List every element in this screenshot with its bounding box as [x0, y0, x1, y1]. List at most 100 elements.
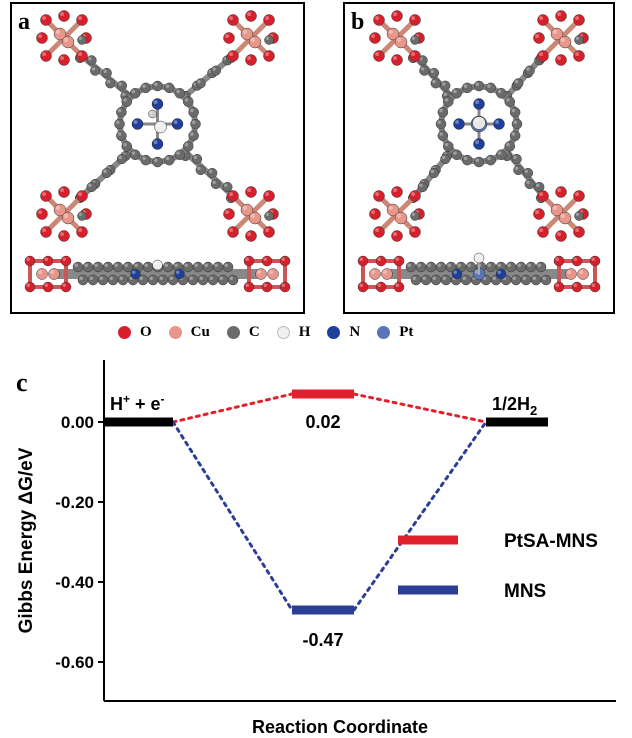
oxygen-atom [393, 255, 405, 267]
carbon-atom-shine [524, 169, 528, 174]
carbon-atom-shine [420, 67, 425, 71]
oxygen-atom [58, 54, 70, 66]
carbon-atom-shine [219, 276, 223, 280]
carbon-atom-shine [212, 67, 216, 71]
oxygen-atom-shine [281, 283, 285, 287]
legend-item-cu: Cu [168, 324, 210, 341]
carbon-atom [116, 153, 127, 165]
carbon-atom [188, 130, 199, 141]
oxygen-atom-shine [44, 257, 48, 261]
hydrogen-atom [152, 259, 163, 271]
oxygen-atom-shine [78, 228, 82, 232]
oxygen-atom-shine [229, 192, 233, 196]
copper-atom [61, 211, 75, 225]
copper-atom-shine [552, 205, 557, 210]
legend-item-h: H [276, 324, 310, 341]
carbon-atom-shine [139, 276, 143, 280]
carbon-atom-shine [123, 142, 127, 147]
level-value-label: -0.47 [302, 630, 343, 650]
carbon-atom [264, 35, 274, 45]
carbon-atom [504, 141, 515, 152]
carbon-atom-shine [542, 276, 546, 280]
oxygen-atom [36, 208, 48, 220]
side-view-strip [24, 255, 291, 293]
copper-atom-shine [396, 213, 401, 218]
copper-atom-shine [50, 270, 54, 275]
carbon-atom-shine [506, 142, 510, 147]
carbon-atom [116, 130, 127, 141]
oxygen-atom [245, 186, 257, 198]
carbon-atom-shine [443, 92, 447, 96]
oxygen-atom-shine [377, 257, 381, 261]
oxygen-atom [261, 255, 273, 267]
carbon-atom-shine [537, 263, 541, 267]
nitrogen-atom-shine [153, 100, 158, 104]
oxygen-atom-shine [375, 52, 379, 56]
oxygen-atom-shine [411, 228, 415, 232]
carbon-atom [182, 96, 194, 107]
copper-atom-shine [579, 270, 583, 275]
nitrogen-atom [473, 98, 485, 110]
nitrogen-atom-shine [176, 270, 180, 274]
copper-atom-shine [567, 270, 571, 275]
carbon-atom [210, 178, 221, 190]
carbon-atom-shine [165, 156, 170, 161]
carbon-atom [121, 141, 133, 152]
oxygen-atom [263, 226, 275, 238]
carbon-atom-shine [437, 120, 441, 124]
oxygen-atom-shine [539, 52, 543, 56]
oxygen-atom [357, 281, 369, 293]
copper-atom-shine [560, 213, 565, 218]
oxygen-atom [571, 255, 583, 267]
oxygen-atom [227, 190, 239, 202]
oxygen-atom-shine [575, 228, 579, 232]
copper-atom [61, 35, 75, 49]
hydrogen-atom-shine [156, 122, 161, 127]
oxygen-atom [227, 50, 239, 62]
carbon-atom-shine [118, 82, 122, 86]
cu-paddlewheel [36, 186, 92, 242]
carbon-atom-shine [189, 276, 193, 280]
copper-atom [565, 268, 577, 280]
oxygen-atom [245, 10, 257, 22]
oxygen-atom [245, 230, 257, 242]
panel-b-letter: b [351, 9, 365, 35]
porphyrin-core [435, 80, 523, 168]
legend-item-c: C [226, 324, 260, 341]
nitrogen-atom-shine [495, 120, 499, 124]
carbon-atom-shine [447, 263, 451, 267]
panel-c-letter: c [16, 368, 28, 397]
cu-paddlewheel [369, 10, 425, 66]
atom-pt-swatch [377, 325, 391, 339]
copper-atom [394, 211, 408, 225]
copper-atom-shine [55, 29, 61, 34]
oxygen-atom-shine [263, 257, 267, 261]
oxygen-atom [227, 226, 239, 238]
oxygen-atom-shine [245, 257, 249, 261]
carbon-atom [90, 65, 101, 76]
carbon-atom-shine [116, 120, 120, 124]
molecule-b-svg [357, 10, 601, 293]
carbon-atom-shine [134, 263, 138, 267]
oxygen-atom-shine [393, 188, 397, 192]
copper-atom-shine [242, 205, 247, 210]
oxygen-atom [58, 10, 70, 22]
copper-atom [255, 268, 267, 280]
carbon-atom-shine [104, 263, 108, 267]
oxygen-atom [369, 208, 381, 220]
legend-label-pt: Pt [399, 323, 414, 340]
oxygen-atom-shine [539, 228, 543, 232]
carbon-atom-shine [154, 158, 158, 162]
carbon-atom-shine [463, 84, 468, 88]
oxygen-atom-shine [393, 56, 397, 60]
oxygen-atom-shine [557, 232, 561, 236]
copper-atom-shine [388, 205, 393, 210]
carbon-atom [77, 211, 87, 221]
carbon-atom-shine [103, 69, 107, 73]
oxygen-atom [537, 14, 549, 26]
carbon-atom [129, 149, 141, 160]
carbon-atom-shine [117, 132, 122, 136]
carbon-atom [435, 118, 447, 130]
hydrogen-atom [473, 252, 485, 264]
nitrogen-atom-shine [475, 140, 479, 144]
